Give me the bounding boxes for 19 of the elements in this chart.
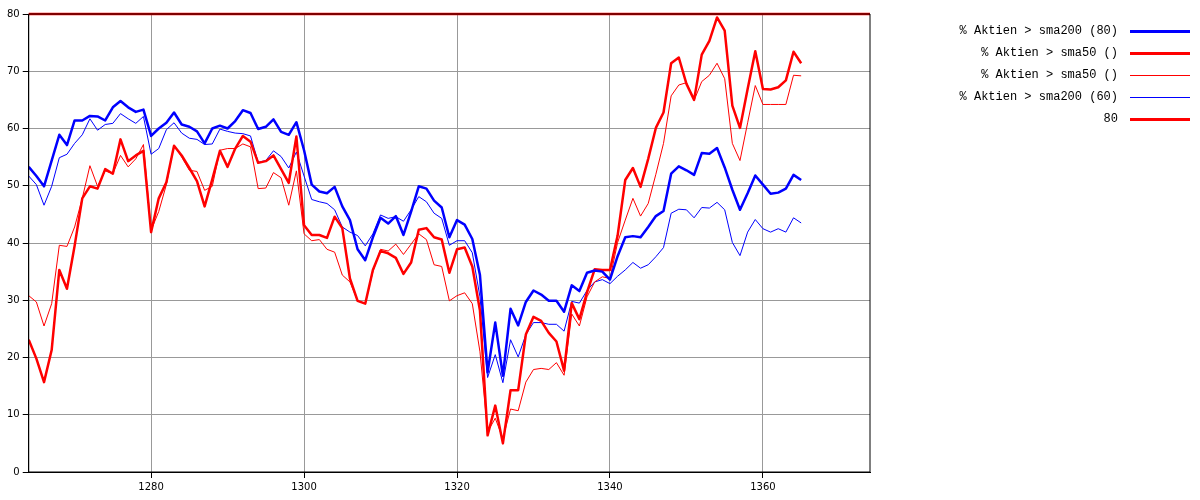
y-tick-label: 30 [6,293,20,305]
x-tick-label: 1320 [444,480,470,492]
y-tick-label: 20 [6,351,20,363]
y-tick-label: 10 [6,408,20,420]
x-tick-label: 1280 [138,480,164,492]
y-tick-label: 80 [6,7,20,19]
x-tick-label: 1360 [750,480,776,492]
x-tick-label: 1340 [597,480,623,492]
legend-label: % Aktien > sma200 (80) [959,24,1118,38]
y-tick-label: 50 [6,179,20,191]
legend-label: % Aktien > sma200 (60) [959,90,1118,104]
legend-label: 80 [1103,112,1118,126]
x-tick-label: 1300 [291,480,317,492]
y-tick-label: 60 [6,122,20,134]
y-tick-label: 70 [6,64,20,76]
legend-label: % Aktien > sma50 () [981,68,1118,82]
y-tick-label: 40 [6,236,20,248]
y-tick-label: 0 [13,465,20,477]
legend-label: % Aktien > sma50 () [981,46,1118,60]
